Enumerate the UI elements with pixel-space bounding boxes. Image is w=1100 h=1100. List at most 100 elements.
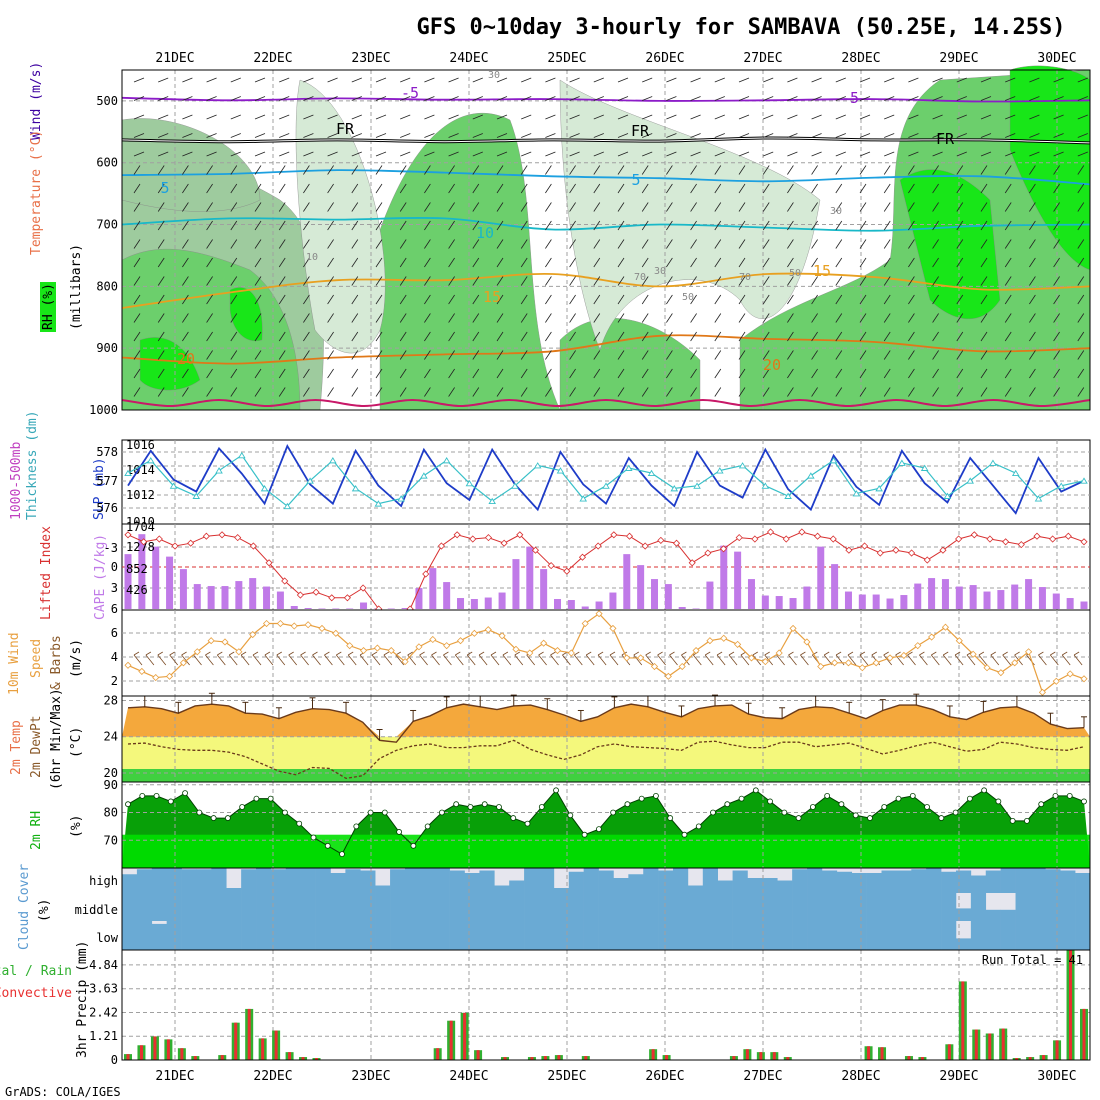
wind-barb [908, 96, 919, 101]
rh2m-unit: (%) [69, 815, 84, 838]
wind-barb [569, 387, 576, 397]
wind-barb [593, 151, 604, 157]
precip-convective-bar [139, 1045, 143, 1060]
lifted-index-point [202, 532, 210, 540]
wind10m-speed-point [429, 635, 437, 644]
wind10m-speed-point [609, 624, 617, 632]
precip-total-label: Total / Rain [0, 964, 72, 979]
wind-barb [424, 220, 431, 231]
cape-bar [983, 591, 991, 609]
wind10m-barb-flag [288, 651, 294, 656]
run-total-annotation: Run Total = 41 [982, 953, 1083, 967]
rh2m-point [695, 823, 702, 830]
cape-bar [637, 565, 645, 609]
wind10m-speed-point [914, 642, 922, 650]
wind-barb [399, 294, 407, 305]
cape-bar [941, 579, 949, 609]
precip-panel: Total / Rain Convective 3hr Precip (mm) … [0, 941, 1091, 1067]
wind-barb [835, 77, 846, 83]
rh2m-point [310, 834, 317, 841]
wind-barb [230, 114, 241, 120]
cloud-bar-low [494, 921, 510, 950]
wind-barb [884, 151, 895, 157]
cloud-bar-low [524, 921, 540, 950]
wind-barb [666, 202, 673, 212]
wind-barb [980, 96, 992, 101]
wind-barb [133, 276, 141, 286]
precip-convective-bar [193, 1056, 197, 1060]
wind-barb [448, 114, 459, 120]
wind10m-speed-point [872, 659, 880, 667]
wind10m-barb [514, 654, 524, 666]
wind10m-barb [692, 654, 702, 666]
contour-label: 30 [654, 266, 666, 277]
wind-barb [545, 202, 552, 212]
cape-bar [858, 594, 866, 609]
wind10m-speed-point [359, 646, 368, 655]
cloud-bar-low [434, 921, 450, 950]
wind10m-barb [562, 654, 571, 666]
wind-barb [666, 183, 673, 194]
wind-barb [666, 114, 677, 120]
wind-barb [666, 96, 677, 101]
temp2m-label-2: 2m DewPt [29, 715, 44, 778]
precip-convective-bar [745, 1049, 749, 1060]
cloud-bar-middle [926, 893, 942, 921]
wind-barb [811, 183, 818, 194]
wind-barb [327, 220, 334, 231]
wind-barb [593, 183, 601, 194]
rh2m-point [881, 804, 888, 810]
cape-bar [193, 584, 201, 609]
wind-barb [980, 202, 988, 212]
slp-line [127, 443, 1085, 515]
cloud-bar-low [926, 921, 942, 950]
wind10m-axis-ticks: 642 [111, 626, 118, 688]
cloud-bar-middle [836, 893, 853, 921]
rh2m-point [139, 792, 146, 799]
wind-barb [399, 202, 407, 212]
wind-barb [327, 313, 334, 323]
wind-barb [787, 183, 794, 194]
wind-barb [569, 114, 580, 120]
cape-bar [166, 556, 174, 609]
wind-barb [593, 276, 601, 286]
cloud-bar-middle [807, 893, 823, 921]
wind-barb [424, 368, 431, 379]
wind-barb [593, 77, 604, 83]
wind-barb [617, 133, 629, 138]
wind-barb [859, 77, 871, 83]
isotherm-lines [121, 96, 1091, 408]
wind-barb [908, 350, 915, 360]
tick-label: 600 [96, 156, 118, 170]
cloud-bar-high [315, 868, 331, 893]
wind-barb [859, 96, 871, 101]
wind-barb [1077, 239, 1085, 249]
wind-barb [1077, 368, 1085, 379]
wind-barb [278, 165, 286, 175]
lifted-index-point [955, 535, 963, 543]
lifted-index-point [704, 549, 712, 557]
precip-axis-ticks: 4.843.632.421.210 [89, 958, 118, 1067]
cloud-bar-low [1060, 921, 1076, 950]
rh2m-point [852, 812, 859, 819]
thickness-point [738, 462, 747, 469]
cape-bar [844, 591, 852, 609]
wind-barb [472, 313, 480, 323]
cloud-bar-high [792, 869, 808, 893]
wind-barb [448, 96, 459, 101]
wind10m-speed-point [650, 662, 659, 671]
wind10m-barb [526, 654, 536, 666]
wind-barb [254, 96, 266, 101]
tick-label: 6 [111, 626, 118, 640]
cape-bar [664, 584, 672, 609]
wind-barb [738, 183, 746, 194]
isotherm-10 [121, 216, 1091, 232]
wind-barb [254, 368, 262, 379]
wind-barb [351, 313, 359, 323]
wind-barb [980, 133, 992, 138]
wind10m-barb-flag [883, 651, 889, 656]
wind10m-barb-flag [835, 651, 842, 656]
wind-barb [448, 350, 455, 360]
cloud-bar-low [568, 921, 584, 950]
date-tick-bottom: 21DEC [155, 1069, 194, 1084]
